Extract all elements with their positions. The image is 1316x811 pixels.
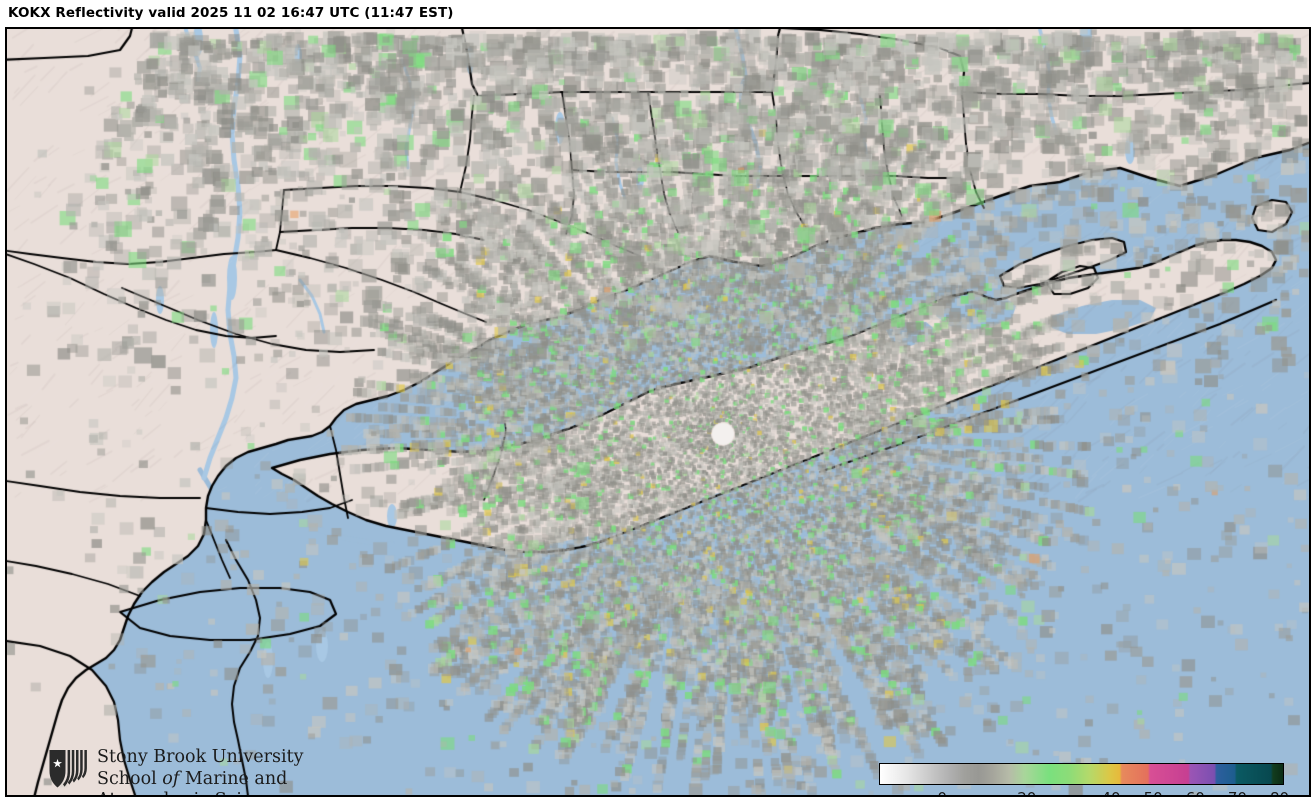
shield-icon [49, 750, 87, 788]
page-title: KOKX Reflectivity valid 2025 11 02 16:47… [8, 5, 454, 21]
radar-map-frame[interactable]: 0 20 40 50 60 70 80 Stony Brook University Sch… [5, 27, 1311, 797]
radar-map-canvas[interactable] [7, 29, 1309, 795]
colorbar-tick-40: 40 [1102, 789, 1121, 795]
logo-line-3: Atmospheric Sciences [97, 790, 327, 795]
logo-line-2: School of Marine and [97, 768, 288, 789]
colorbar-tick-60: 60 [1186, 789, 1205, 795]
colorbar-box [879, 763, 1284, 785]
colorbar-tick-50: 50 [1144, 789, 1163, 795]
title-bar: KOKX Reflectivity valid 2025 11 02 16:47… [0, 0, 1316, 27]
colorbar-tick-0: 0 [937, 789, 947, 795]
logo-line-1: Stony Brook University [97, 747, 304, 767]
reflectivity-colorbar: 0 20 40 50 60 70 80 [879, 763, 1289, 795]
stony-brook-logo: Stony Brook University School of Marine … [47, 747, 317, 795]
colorbar-tick-20: 20 [1017, 789, 1036, 795]
colorbar-gradient [880, 764, 1283, 784]
logo-text: Stony Brook University School of Marine … [97, 747, 327, 795]
colorbar-tick-80: 80 [1270, 789, 1289, 795]
colorbar-tick-70: 70 [1228, 789, 1247, 795]
